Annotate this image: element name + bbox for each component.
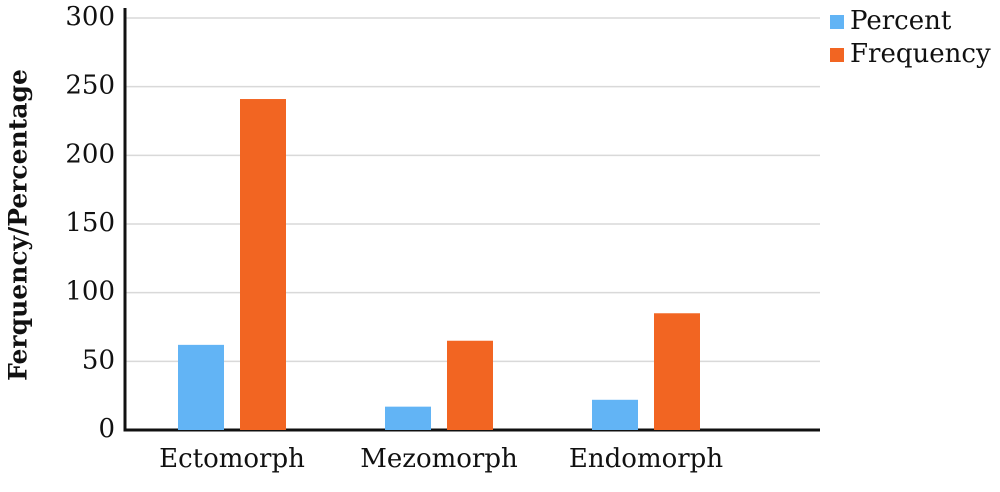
y-tick-label: 250 [65,71,115,101]
legend-swatch [830,15,844,29]
y-tick-label: 50 [82,345,115,375]
y-tick-label: 300 [65,2,115,32]
bar [240,99,286,430]
bar [592,399,638,430]
legend-label: Percent [850,6,952,36]
legend-swatch [830,48,844,62]
y-tick-label: 0 [98,414,115,444]
x-tick-label: Mezomorph [360,444,518,474]
bar [447,340,493,430]
legend-label: Frequency [850,39,991,69]
bar [178,344,224,430]
y-axis-label: Ferquency/Percentage [4,69,33,381]
y-tick-label: 100 [65,277,115,307]
bar [654,313,700,430]
x-tick-label: Endomorph [569,444,723,474]
y-tick-label: 200 [65,139,115,169]
y-tick-label: 150 [65,208,115,238]
x-tick-label: Ectomorph [159,444,305,474]
bar [385,406,431,430]
